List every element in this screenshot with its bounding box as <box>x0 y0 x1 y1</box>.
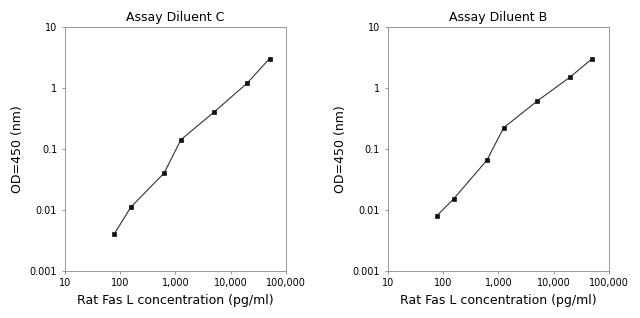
Title: Assay Diluent B: Assay Diluent B <box>449 11 547 24</box>
Y-axis label: OD=450 (nm): OD=450 (nm) <box>334 105 347 193</box>
Title: Assay Diluent C: Assay Diluent C <box>126 11 225 24</box>
X-axis label: Rat Fas L concentration (pg/ml): Rat Fas L concentration (pg/ml) <box>400 294 596 307</box>
Y-axis label: OD=450 (nm): OD=450 (nm) <box>11 105 24 193</box>
X-axis label: Rat Fas L concentration (pg/ml): Rat Fas L concentration (pg/ml) <box>77 294 274 307</box>
